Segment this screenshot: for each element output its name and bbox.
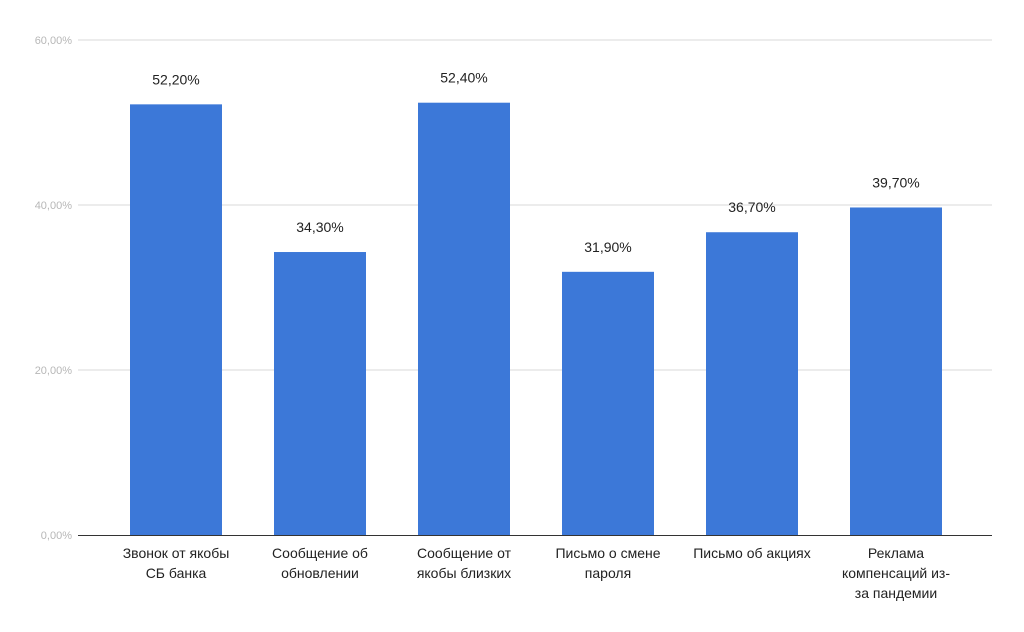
y-tick-label: 20,00% bbox=[35, 365, 73, 377]
y-tick-label: 60,00% bbox=[35, 35, 73, 47]
data-label: 31,90% bbox=[584, 239, 631, 255]
bar bbox=[850, 207, 942, 535]
x-tick-label: Письмо о смене пароля bbox=[555, 545, 661, 581]
bar bbox=[274, 252, 366, 535]
data-label: 39,70% bbox=[872, 174, 919, 190]
data-label: 52,20% bbox=[152, 71, 199, 87]
bar bbox=[562, 271, 654, 535]
x-tick-label: Сообщение об обновлении bbox=[272, 545, 368, 581]
bar bbox=[706, 232, 798, 535]
x-tick-label: Письмо об акциях bbox=[693, 545, 811, 561]
bar bbox=[130, 104, 222, 535]
bar bbox=[418, 102, 510, 535]
data-label: 34,30% bbox=[296, 219, 343, 235]
x-tick-label: Звонок от якобы СБ банка bbox=[122, 545, 230, 581]
x-tick-label: Реклама компенсаций из- за пандемии bbox=[841, 545, 951, 601]
y-tick-label: 0,00% bbox=[41, 530, 72, 542]
data-label: 52,40% bbox=[440, 70, 487, 86]
x-tick-label: Сообщение от якобы близких bbox=[416, 545, 512, 581]
y-tick-label: 40,00% bbox=[35, 200, 73, 212]
data-label: 36,70% bbox=[728, 199, 775, 215]
